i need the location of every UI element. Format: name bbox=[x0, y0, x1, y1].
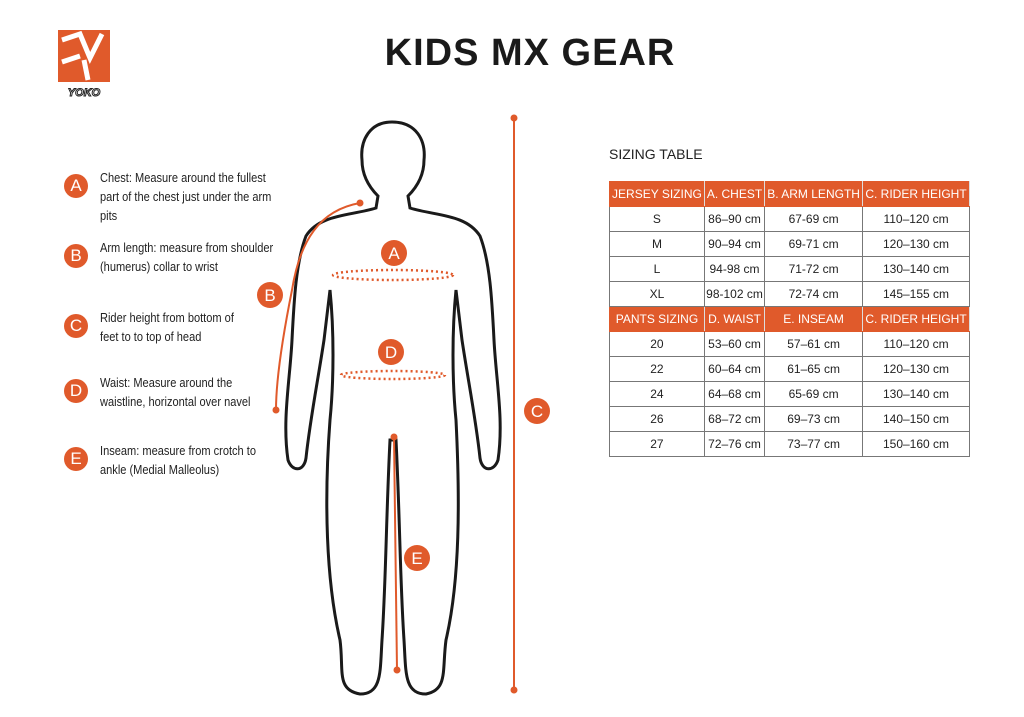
table-cell: 94-98 cm bbox=[703, 256, 766, 282]
table-header-cell: B. ARM LENGTH bbox=[764, 181, 864, 207]
table-cell: 86–90 cm bbox=[703, 206, 766, 232]
table-cell: 69-71 cm bbox=[764, 231, 864, 257]
table-cell: 73–77 cm bbox=[764, 431, 864, 457]
legend-badge: D bbox=[64, 379, 88, 403]
table-cell: 64–68 cm bbox=[703, 381, 766, 407]
table-cell: 67-69 cm bbox=[764, 206, 864, 232]
table-header-cell: E. INSEAM bbox=[764, 306, 864, 332]
figure-label-b: B bbox=[264, 286, 275, 305]
table-cell: S bbox=[609, 206, 705, 232]
table-row: 27 72–76 cm 73–77 cm 150–160 cm bbox=[609, 431, 970, 457]
table-cell: 130–140 cm bbox=[862, 256, 970, 282]
legend-badge: A bbox=[64, 174, 88, 198]
table-header-cell: A. CHEST bbox=[703, 181, 766, 207]
table-cell: XL bbox=[609, 281, 705, 307]
pants-header-row: PANTS SIZING D. WAIST E. INSEAM C. RIDER HE… bbox=[609, 306, 970, 332]
table-cell: 60–64 cm bbox=[703, 356, 766, 382]
figure-label-c: C bbox=[531, 402, 543, 421]
table-cell: 27 bbox=[609, 431, 705, 457]
measure-lines bbox=[272, 114, 518, 694]
table-row: 24 64–68 cm 65-69 cm 130–140 cm bbox=[609, 381, 970, 407]
table-cell: 72–76 cm bbox=[703, 431, 766, 457]
legend-item-chest: A Chest: Measure around the fullest part … bbox=[64, 168, 320, 225]
table-cell: 20 bbox=[609, 331, 705, 357]
legend-item-arm: B Arm length: measure from shoulder (hume… bbox=[64, 238, 320, 276]
table-cell: 110–120 cm bbox=[862, 206, 970, 232]
page-title: KIDS MX GEAR bbox=[384, 32, 676, 74]
legend-badge: E bbox=[64, 447, 88, 471]
table-cell: M bbox=[609, 231, 705, 257]
table-cell: 22 bbox=[609, 356, 705, 382]
table-header-cell: D. WAIST bbox=[703, 306, 766, 332]
table-cell: 140–150 cm bbox=[862, 406, 970, 432]
table-row: 26 68–72 cm 69–73 cm 140–150 cm bbox=[609, 406, 970, 432]
jersey-header-row: JERSEY SIZING A. CHEST B. ARM LENGTH C. RID… bbox=[609, 181, 970, 207]
table-cell: 71-72 cm bbox=[764, 256, 864, 282]
legend-text: Waist: Measure around the waistline, hor… bbox=[100, 375, 251, 409]
table-cell: 53–60 cm bbox=[703, 331, 766, 357]
sizing-table: JERSEY SIZING A. CHEST B. ARM LENGTH C. RID… bbox=[609, 181, 970, 457]
legend-item-waist: D Waist: Measure around the waistline, ho… bbox=[64, 373, 280, 411]
table-cell: L bbox=[609, 256, 705, 282]
table-cell: 145–155 cm bbox=[862, 281, 970, 307]
legend-badge: C bbox=[64, 314, 88, 338]
table-cell: 57–61 cm bbox=[764, 331, 864, 357]
legend-text: Rider height from bottom of feet to to t… bbox=[100, 310, 234, 344]
table-row: 22 60–64 cm 61–65 cm 120–130 cm bbox=[609, 356, 970, 382]
table-cell: 61–65 cm bbox=[764, 356, 864, 382]
figure-label-a: A bbox=[388, 244, 400, 263]
table-cell: 65-69 cm bbox=[764, 381, 864, 407]
table-row: L 94-98 cm 71-72 cm 130–140 cm bbox=[609, 256, 970, 282]
table-row: S 86–90 cm 67-69 cm 110–120 cm bbox=[609, 206, 970, 232]
table-cell: 120–130 cm bbox=[862, 231, 970, 257]
table-row: M 90–94 cm 69-71 cm 120–130 cm bbox=[609, 231, 970, 257]
table-cell: 90–94 cm bbox=[703, 231, 766, 257]
legend-badge: B bbox=[64, 244, 88, 268]
table-row: 20 53–60 cm 57–61 cm 110–120 cm bbox=[609, 331, 970, 357]
legend-item-height: C Rider height from bottom of feet to to … bbox=[64, 308, 270, 346]
svg-text:YOKO: YOKO bbox=[68, 87, 101, 99]
legend-item-inseam: E Inseam: measure from crotch to ankle (M… bbox=[64, 441, 300, 479]
legend-text: Arm length: measure from shoulder (humer… bbox=[100, 240, 274, 274]
figure-label-d: D bbox=[385, 343, 397, 362]
body-outline bbox=[284, 120, 502, 696]
table-header-cell: PANTS SIZING bbox=[609, 306, 705, 332]
table-cell: 150–160 cm bbox=[862, 431, 970, 457]
legend-text: Chest: Measure around the fullest part o… bbox=[100, 170, 272, 223]
table-cell: 26 bbox=[609, 406, 705, 432]
table-cell: 120–130 cm bbox=[862, 356, 970, 382]
table-cell: 69–73 cm bbox=[764, 406, 864, 432]
table-cell: 110–120 cm bbox=[862, 331, 970, 357]
sizing-table-title: SIZING TABLE bbox=[609, 146, 703, 162]
table-cell: 98-102 cm bbox=[703, 281, 766, 307]
yoko-logo: YOKO bbox=[58, 30, 110, 100]
table-cell: 72-74 cm bbox=[764, 281, 864, 307]
legend-text: Inseam: measure from crotch to ankle (Me… bbox=[100, 443, 256, 477]
table-header-cell: C. RIDER HEIGHT bbox=[862, 306, 970, 332]
table-row: XL 98-102 cm 72-74 cm 145–155 cm bbox=[609, 281, 970, 307]
table-cell: 130–140 cm bbox=[862, 381, 970, 407]
table-header-cell: JERSEY SIZING bbox=[609, 181, 705, 207]
table-cell: 68–72 cm bbox=[703, 406, 766, 432]
table-header-cell: C. RIDER HEIGHT bbox=[862, 181, 970, 207]
table-cell: 24 bbox=[609, 381, 705, 407]
figure-label-e: E bbox=[411, 549, 422, 568]
